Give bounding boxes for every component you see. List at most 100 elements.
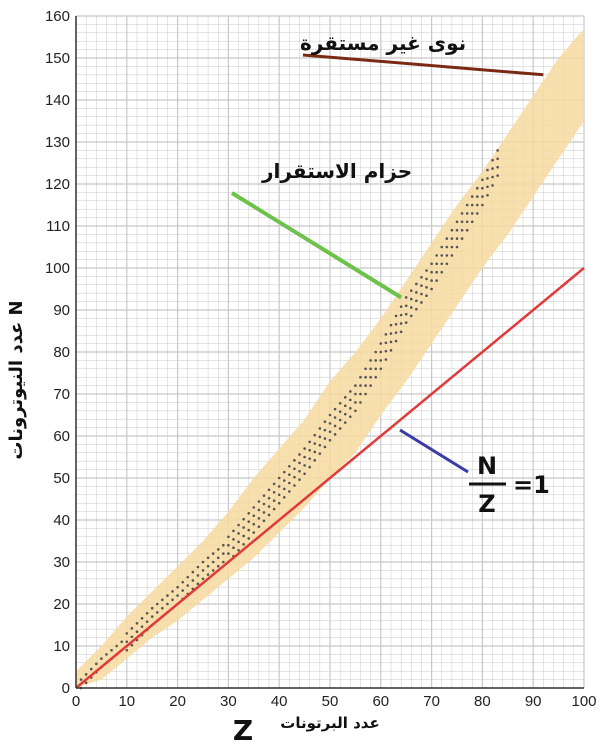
stable-nucleus-point <box>430 270 433 274</box>
stable-nucleus-point <box>191 579 195 582</box>
stable-nucleus-point <box>445 262 449 266</box>
stable-nucleus-point <box>201 569 205 572</box>
unstable-nuclei-label: نوى غير مستقرة <box>300 31 466 55</box>
stable-nucleus-point <box>491 184 494 187</box>
stable-nucleus-point <box>303 464 306 467</box>
y-tick-label: 130 <box>45 134 70 151</box>
y-tick-label: 50 <box>53 470 70 487</box>
stable-nucleus-point <box>262 511 266 514</box>
y-tick-label: 140 <box>45 92 70 109</box>
stable-nucleus-point <box>100 657 103 660</box>
stable-nucleus-point <box>267 505 271 508</box>
stable-nucleus-point <box>445 254 449 257</box>
stable-nucleus-point <box>399 322 403 325</box>
stable-nucleus-point <box>323 437 327 440</box>
stable-nucleus-point <box>237 523 240 527</box>
stable-nucleus-point <box>135 630 139 634</box>
stable-nucleus-point <box>384 333 388 336</box>
stable-nucleus-point <box>415 307 418 311</box>
stable-nucleus-point <box>349 406 352 410</box>
stable-nucleus-point <box>323 428 327 432</box>
stable-nucleus-point <box>399 313 403 317</box>
stable-nucleus-point <box>465 228 469 232</box>
stable-nucleus-point <box>364 367 367 371</box>
stable-nucleus-point <box>374 375 378 379</box>
x-tick-label: 20 <box>169 693 186 710</box>
stable-nucleus-point <box>450 237 454 240</box>
stable-nucleus-point <box>328 422 332 425</box>
stable-nucleus-point <box>404 296 408 299</box>
x-tick-label: 100 <box>571 693 596 710</box>
stable-nucleus-point <box>460 212 464 215</box>
stable-nucleus-point <box>364 375 367 379</box>
stable-nucleus-point <box>430 279 433 282</box>
stable-nucleus-point <box>323 445 327 449</box>
stable-nucleus-point <box>303 472 306 476</box>
stable-nucleus-point <box>227 535 230 539</box>
stable-nucleus-point <box>430 262 433 266</box>
stable-nucleus-point <box>379 350 383 354</box>
stable-nucleus-point <box>201 560 205 564</box>
stable-nucleus-point <box>318 427 322 430</box>
stable-nucleus-point <box>425 277 428 281</box>
stable-nucleus-point <box>313 433 317 437</box>
stable-nucleus-point <box>465 220 469 224</box>
stable-nucleus-point <box>384 341 388 345</box>
y-tick-label: 30 <box>53 554 70 571</box>
stable-nucleus-point <box>374 350 378 354</box>
y-tick-label: 70 <box>53 386 70 403</box>
stable-nucleus-point <box>237 532 240 535</box>
stable-nucleus-point <box>288 473 291 476</box>
stable-nucleus-point <box>359 392 362 396</box>
stable-nucleus-point <box>125 640 129 644</box>
stable-nucleus-point <box>389 340 393 344</box>
stable-nucleus-point <box>130 635 134 639</box>
stable-nucleus-point <box>191 570 195 574</box>
stable-nucleus-point <box>222 552 225 555</box>
stable-nucleus-point <box>288 464 291 468</box>
stable-nucleus-point <box>409 306 413 309</box>
stable-nucleus-point <box>242 517 245 521</box>
stable-nucleus-point <box>282 496 286 499</box>
stable-nucleus-point <box>486 168 489 172</box>
stable-nucleus-point <box>409 297 413 301</box>
stable-nucleus-point <box>201 577 205 581</box>
stable-nucleus-point <box>470 203 474 207</box>
x-tick-labels: 0 10 20 30 40 50 60 70 80 90 100 <box>72 693 597 710</box>
stable-nucleus-point <box>293 484 296 487</box>
stable-nucleus-point <box>272 482 276 486</box>
stable-nucleus-point <box>460 237 464 240</box>
stable-nucleus-point <box>206 564 210 568</box>
stable-nucleus-point <box>84 673 88 676</box>
stable-nucleus-point <box>496 149 499 152</box>
x-tick-label: 60 <box>372 693 389 710</box>
stable-nucleus-point <box>242 543 245 546</box>
stable-nucleus-point <box>394 331 398 334</box>
stable-nucleus-point <box>369 384 372 387</box>
stable-nucleus-point <box>95 662 98 666</box>
stable-nucleus-point <box>359 384 362 387</box>
stable-nucleus-point <box>130 627 134 630</box>
stable-nucleus-point <box>404 312 408 316</box>
y-tick-label: 100 <box>45 260 70 277</box>
y-tick-label: 160 <box>45 8 70 25</box>
stable-nucleus-point <box>460 220 464 224</box>
stable-nucleus-point <box>293 475 296 479</box>
stable-nucleus-point <box>222 560 225 564</box>
ratio-denominator: Z <box>478 490 495 518</box>
stable-nucleus-point <box>267 513 271 517</box>
stable-nucleus-point <box>445 237 449 240</box>
stable-nucleus-point <box>354 409 357 413</box>
ratio-value: =1 <box>513 471 550 499</box>
y-tick-label: 110 <box>46 218 70 235</box>
stable-nucleus-point <box>293 467 296 471</box>
stable-nucleus-point <box>155 602 159 606</box>
y-axis-label: عدد النيوترونات N <box>6 300 27 459</box>
stable-nucleus-point <box>303 455 306 459</box>
stable-nucleus-point <box>450 245 454 249</box>
stable-nucleus-point <box>288 490 291 493</box>
stable-nucleus-point <box>328 413 332 417</box>
stable-nucleus-point <box>409 314 413 318</box>
stable-nucleus-point <box>216 548 220 551</box>
stable-nucleus-point <box>247 520 251 523</box>
